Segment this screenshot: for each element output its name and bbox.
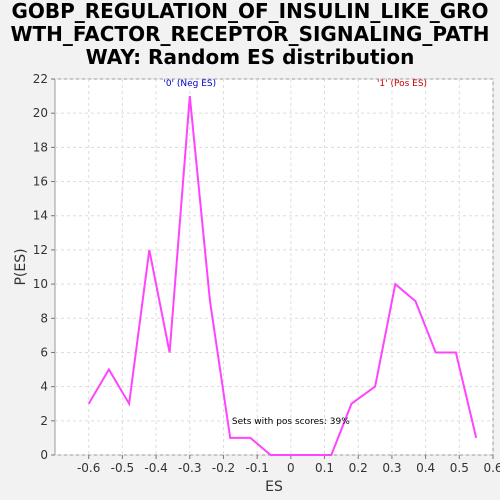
x-tick-label: 0.6 — [483, 461, 500, 475]
y-tick-label: 10 — [33, 277, 48, 291]
y-tick-label: 12 — [33, 243, 48, 257]
x-tick-label: -0.4 — [144, 461, 167, 475]
y-tick-label: 20 — [33, 106, 48, 120]
grid — [55, 78, 494, 456]
chart-title-line-2: WTH_FACTOR_RECEPTOR_SIGNALING_PATH — [10, 22, 490, 46]
x-tick-label: -0.1 — [245, 461, 268, 475]
y-tick-label: 8 — [40, 311, 48, 325]
x-tick-label: -0.2 — [212, 461, 235, 475]
x-tick-label: 0.2 — [349, 461, 368, 475]
x-tick-label: 0.3 — [382, 461, 401, 475]
x-tick-label: 0.5 — [450, 461, 469, 475]
chart-title-line-1: GOBP_REGULATION_OF_INSULIN_LIKE_GRO — [11, 0, 489, 23]
y-tick-label: 22 — [33, 72, 48, 86]
y-tick-label: 14 — [33, 209, 48, 223]
y-tick-label: 16 — [33, 175, 48, 189]
y-tick-label: 18 — [33, 140, 48, 154]
x-tick-label: 0 — [287, 461, 295, 475]
y-tick-label: 4 — [40, 380, 48, 394]
chart-title: GOBP_REGULATION_OF_INSULIN_LIKE_GRO WTH_… — [0, 0, 500, 69]
axis-ticks: 0 2 4 6 8 10 12 14 16 18 20 22 -0.6 -0.5 -0.4 -0.3 -0.2-… — [33, 72, 500, 475]
y-tick-label: 0 — [40, 448, 48, 462]
chart-title-line-3: WAY: Random ES distribution — [85, 45, 415, 69]
annotation-0: '0' (Neg ES) — [163, 79, 216, 89]
y-axis-label: P(ES) — [13, 248, 29, 285]
annotation-2: Sets with pos scores: 39% — [232, 417, 350, 427]
x-tick-label: -0.6 — [77, 461, 100, 475]
x-tick-label: 0.1 — [315, 461, 334, 475]
y-tick-label: 6 — [40, 345, 48, 359]
y-tick-label: 2 — [40, 414, 48, 428]
plot-area — [54, 78, 494, 456]
annotations: '0' (Neg ES) '1' (Pos ES) Sets with pos sc… — [163, 79, 427, 427]
x-tick-label: -0.5 — [111, 461, 134, 475]
series-line — [87, 96, 478, 456]
x-tick-label: -0.3 — [178, 461, 201, 475]
annotation-1: '1' (Pos ES) — [377, 79, 427, 89]
x-axis-label: ES — [265, 479, 283, 495]
x-tick-label: 0.4 — [416, 461, 435, 475]
